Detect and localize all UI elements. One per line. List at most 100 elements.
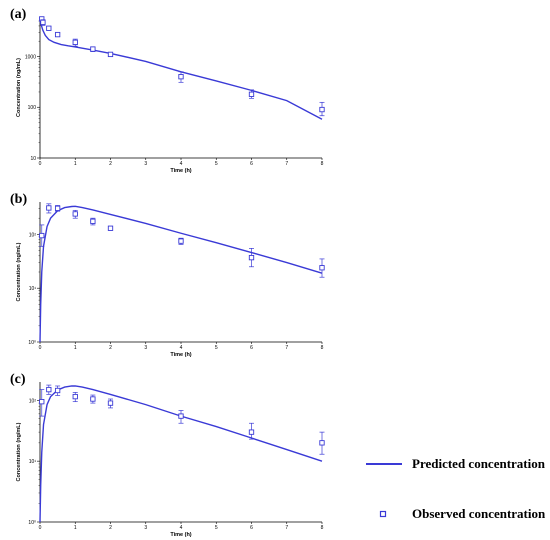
panel-c-y-axis-label: Concentration (ng/mL) [16,422,22,481]
panel-b-plot: 0 1 2 3 4 5 6 7 8 10⁰ 10¹ 10² Concentration (ng/mL) T… [16,202,325,358]
panel-a-label: (a) [10,7,27,22]
panel-a-x-tick-label: 3 [144,161,147,167]
panel-a-observed-marker [107,51,114,58]
panel-a-observed-point [248,89,255,99]
panel-b-y-axis-label: Concentration (ng/mL) [16,242,22,301]
panel-b-label: (b) [10,192,27,207]
panel-b-y-tick-label: 10² [29,232,37,238]
panel-c-x-tick-label: 0 [39,525,42,531]
panel-a-observed-marker [319,106,325,113]
panel-c-observed-marker [46,386,52,393]
panel-a-observed-point [72,38,78,47]
panel-b-observed-point [72,209,78,219]
panel-b-observed-marker [319,265,325,271]
panel-c-observed-marker [319,440,325,446]
panel-b-y-tick-label: 10¹ [29,286,37,292]
panel-b-observed-point [319,258,325,278]
panel-c-observed-marker [72,393,78,400]
panel-c-x-tick-label: 3 [144,525,147,531]
panel-c-y-tick-label: 10¹ [29,459,37,465]
panel-b-x-tick-label: 0 [39,345,42,351]
panel-b-predicted-line [39,205,323,343]
panel-b-observed-marker [178,238,184,244]
panel-b-observed-marker [46,205,52,211]
panel-b-observed-marker [72,211,78,217]
panel-b-x-tick-label: 2 [109,345,112,351]
panel-a-observed-marker [72,39,78,45]
panel-a-predicted-line [39,19,323,120]
panel-c-observed-marker [178,413,184,419]
panel-a-y-axis-label: Concentration (ng/mL) [16,58,22,117]
panel-b-x-tick-label: 6 [250,345,253,351]
panel-a-observed-point [40,19,46,26]
panel-a-y-tick-label: 100 [28,105,37,111]
panel-b-observed-marker [54,205,61,211]
panel-b-observed-marker [90,218,96,224]
panel-a-x-tick-label: 6 [250,161,253,167]
panel-c-x-tick-label: 1 [74,525,77,531]
panel-c-x-axis-label: Time (h) [170,532,191,538]
panel-a-y-tick-label: 1000 [25,54,36,60]
panel-b-observed-point [178,237,184,245]
panel-a-y-tick-label: 10 [30,156,36,162]
panel-b-x-tick-label: 8 [321,345,324,351]
panel-a-observed-marker [40,19,46,26]
panel-c-x-tick-label: 6 [250,525,253,531]
panel-b-x-tick-label: 4 [180,345,183,351]
panel-c-observed-point [90,394,96,404]
panel-a-observed-marker [54,31,61,38]
panel-a-observed-point [90,46,96,52]
panel-b-observed-point [46,203,52,214]
panel-b-observed-marker [107,225,114,231]
panel-b-observed-marker [39,232,45,239]
panel-c-observed-point [54,385,61,396]
panel-c-observed-marker [54,387,61,394]
panel-a-observed-marker [248,91,255,97]
panel-c-plot: 0 1 2 3 4 5 6 7 8 10⁰ 10¹ 10² Concentration (ng/mL) T… [16,382,325,538]
panel-a-x-tick-label: 4 [180,161,183,167]
legend-label-predicted: Predicted concentration [412,456,546,471]
panel-a-x-tick-label: 8 [321,161,324,167]
panel-b-observed-point [248,248,255,268]
panel-c-observed-marker [248,429,255,435]
legend-marker-observed [379,510,387,518]
panel-c: (c) 0 1 2 3 4 5 6 7 8 10⁰ 10¹ 10² Concentration (ng/… [10,372,325,538]
panel-c-y-tick-label: 10² [29,398,37,404]
panel-a-x-tick-label: 2 [109,161,112,167]
panel-b-x-axis-label: Time (h) [170,352,191,358]
panel-b-x-tick-label: 7 [285,345,288,351]
panel-c-observed-point [248,422,255,440]
panel-a-observed-point [107,51,114,58]
panel-c-predicted-line [39,385,323,523]
panel-a-observed-marker [46,25,52,31]
panel-c-y-tick-label: 10⁰ [28,520,36,526]
panel-a-observed-marker [90,46,96,52]
panel-c-observed-point [46,384,52,395]
legend: Predicted concentration Observed concent… [366,456,546,521]
panel-b-y-tick-label: 10⁰ [28,340,36,346]
panel-a-x-tick-label: 5 [215,161,218,167]
panel-c-x-tick-label: 5 [215,525,218,531]
panel-b-observed-point [90,217,96,226]
panel-c-x-tick-label: 7 [285,525,288,531]
panel-c-x-tick-label: 2 [109,525,112,531]
panel-c-observed-marker [90,396,96,402]
panel-b-x-tick-label: 1 [74,345,77,351]
panel-c-observed-marker [39,399,45,405]
panel-a-observed-point [319,101,325,117]
panel-c-observed-point [39,389,45,417]
panel-b-x-tick-label: 3 [144,345,147,351]
panel-c-observed-marker [107,400,114,406]
panel-a-observed-point [178,71,184,83]
panel-b-observed-point [39,224,45,247]
panel-c-observed-point [319,431,325,455]
panel-b-observed-marker [248,254,255,261]
panel-c-x-tick-label: 8 [321,525,324,531]
panel-c-observed-point [107,398,114,409]
panel-b-observed-point [54,205,61,212]
panel-a-observed-point [54,31,61,38]
panel-b-x-tick-label: 5 [215,345,218,351]
panel-a-observed-point [46,25,52,31]
